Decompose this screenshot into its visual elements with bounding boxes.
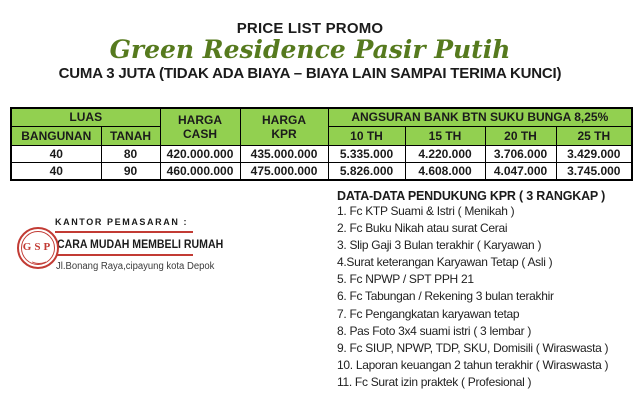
- cell-bangunan: 40: [10, 145, 102, 163]
- col-header-harga-cash: HARGA CASH: [159, 107, 241, 146]
- requirement-item: 8. Pas Foto 3x4 suami istri ( 3 lembar ): [337, 323, 532, 338]
- gsp-logo: GSP: [17, 227, 59, 269]
- marketing-office-address: Jl.Bonang Raya,cipayung kota Depok: [56, 261, 215, 272]
- cell-bangunan: 40: [10, 162, 102, 181]
- cell-harga-kpr: 435.000.000: [239, 145, 329, 163]
- cell-angsuran-10: 5.826.000: [327, 162, 406, 181]
- col-header-harga-kpr: HARGA KPR: [239, 107, 329, 146]
- col-header-tenor-25: 25 TH: [555, 126, 633, 146]
- cell-harga-cash: 420.000.000: [159, 145, 241, 163]
- cell-angsuran-15: 4.608.000: [404, 162, 486, 181]
- page-title: PRICE LIST PROMO: [236, 20, 384, 37]
- requirements-heading: DATA-DATA PENDUKUNG KPR ( 3 RANGKAP ): [337, 189, 606, 203]
- project-name: Green Residence Pasir Putih: [109, 35, 511, 64]
- requirement-item: 7. Fc Pengangkatan karyawan tetap: [337, 306, 520, 321]
- col-header-angsuran: ANGSURAN BANK BTN SUKU BUNGA 8,25%: [327, 107, 633, 127]
- requirement-item: 10. Laporan keuangan 2 tahun terakhir ( …: [337, 357, 609, 372]
- col-header-luas: LUAS: [10, 107, 161, 127]
- requirement-item: 4.Surat keterangan Karyawan Tetap ( Asli…: [337, 255, 553, 270]
- cell-angsuran-25: 3.745.000: [555, 162, 633, 181]
- col-header-tanah: TANAH: [100, 126, 161, 146]
- cell-angsuran-25: 3.429.000: [555, 145, 633, 163]
- requirement-item: 5. Fc NPWP / SPT PPH 21: [337, 272, 474, 287]
- price-table: LUAS HARGA CASH HARGA KPR ANGSURAN BANK …: [10, 107, 634, 181]
- flyer-header: PRICE LIST PROMO Green Residence Pasir P…: [0, 20, 620, 82]
- cell-tanah: 80: [100, 145, 161, 163]
- cell-angsuran-20: 3.706.000: [484, 145, 557, 163]
- requirement-item: 9. Fc SIUP, NPWP, TDP, SKU, Domisili ( W…: [337, 340, 609, 355]
- marketing-office-tagline: CARA MUDAH MEMBELI RUMAH: [57, 237, 224, 251]
- table-header-row-2: BANGUNAN TANAH 10 TH 15 TH 20 TH 25 TH: [10, 126, 633, 146]
- table-header-row-1: LUAS HARGA CASH HARGA KPR ANGSURAN BANK …: [10, 107, 633, 146]
- col-header-tenor-20: 20 TH: [484, 126, 557, 146]
- divider: [55, 254, 193, 256]
- promo-subtitle: CUMA 3 JUTA (TIDAK ADA BIAYA – BIAYA LAI…: [58, 65, 562, 82]
- col-header-bangunan: BANGUNAN: [10, 126, 102, 146]
- requirement-item: 3. Slip Gaji 3 Bulan terakhir ( Karyawan…: [337, 238, 542, 253]
- kpr-requirements: DATA-DATA PENDUKUNG KPR ( 3 RANGKAP ) 1.…: [337, 189, 637, 391]
- marketing-office-label: KANTOR PEMASARAN :: [55, 217, 189, 227]
- table-row: 40 80 420.000.000 435.000.000 5.335.000 …: [10, 145, 633, 163]
- divider: [55, 231, 193, 233]
- col-header-tenor-15: 15 TH: [404, 126, 486, 146]
- gsp-logo-arc: [30, 255, 48, 264]
- table-row: 40 90 460.000.000 475.000.000 5.826.000 …: [10, 162, 633, 181]
- cell-tanah: 90: [100, 162, 161, 181]
- cell-angsuran-10: 5.335.000: [327, 145, 406, 163]
- cell-harga-cash: 460.000.000: [159, 162, 241, 181]
- gsp-logo-text: GSP: [22, 241, 54, 253]
- requirement-item: 2. Fc Buku Nikah atau surat Cerai: [337, 221, 508, 236]
- requirement-item: 1. Fc KTP Suami & Istri ( Menikah ): [337, 204, 515, 218]
- col-header-tenor-10: 10 TH: [327, 126, 406, 146]
- cell-angsuran-15: 4.220.000: [404, 145, 486, 163]
- cell-angsuran-20: 4.047.000: [484, 162, 557, 181]
- requirement-item: 11. Fc Surat izin praktek ( Profesional …: [337, 374, 532, 389]
- cell-harga-kpr: 475.000.000: [239, 162, 329, 181]
- requirement-item: 6. Fc Tabungan / Rekening 3 bulan terakh…: [337, 289, 554, 304]
